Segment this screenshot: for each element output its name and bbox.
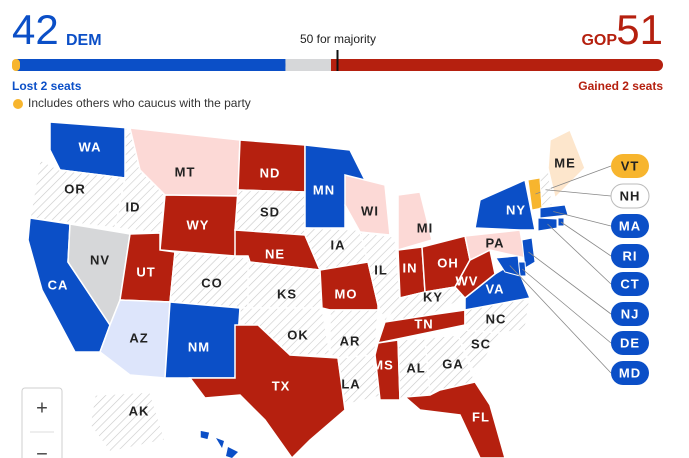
state-label: NC	[486, 311, 507, 326]
state-label: FL	[472, 409, 490, 424]
state-label: AL	[406, 360, 425, 375]
dem-change: Lost 2 seats	[12, 79, 82, 93]
state-label: OR	[64, 181, 86, 196]
callout-label: NH	[620, 188, 641, 203]
majority-label: 50 for majority	[300, 32, 376, 46]
state-label: MI	[417, 220, 433, 235]
callout-pill	[611, 244, 649, 268]
callout-leader	[553, 211, 612, 227]
callout-pill	[611, 272, 649, 296]
state-shape	[464, 229, 526, 262]
state-label: TN	[414, 316, 433, 331]
callout-label: CT	[620, 276, 639, 291]
state-label: MO	[335, 286, 358, 301]
state-label: MS	[372, 357, 394, 372]
state-shape	[199, 429, 211, 441]
map: WA OR CA NV ID MT WY UT CO AZ NM ND SD NE KS OK TX MN IA MO…	[27, 121, 650, 458]
callout-pill	[611, 302, 649, 326]
callout-pill	[611, 331, 649, 355]
callout-leader	[547, 223, 612, 285]
gop-label: GOP	[581, 32, 617, 49]
callout-leader	[545, 189, 612, 197]
state-shape	[474, 178, 536, 231]
zoom-control: + −	[21, 387, 63, 458]
callout-pill	[611, 361, 649, 385]
callout-leader	[521, 268, 612, 344]
state-label: WI	[361, 203, 379, 218]
callout-pill	[610, 183, 650, 209]
state-label: NM	[188, 339, 210, 354]
state-label: GA	[442, 356, 464, 371]
callout-leader	[509, 265, 612, 374]
callout-pill	[611, 154, 649, 178]
callout-label: MA	[619, 218, 641, 233]
callout-pill	[611, 214, 649, 238]
state-label: IA	[331, 237, 346, 252]
state-label: ID	[126, 199, 141, 214]
state-label: UT	[136, 264, 155, 279]
state-shape	[188, 324, 346, 458]
zoom-box	[21, 387, 63, 458]
zoom-out[interactable]: −	[36, 443, 48, 458]
state-label: KS	[277, 286, 297, 301]
state-label: PA	[485, 235, 504, 250]
state-label: NY	[506, 202, 526, 217]
header: 42 DEM 51 GOP 50 for majority Lost 2 sea…	[12, 6, 663, 110]
state-label: CA	[48, 277, 69, 292]
state-label: TX	[272, 378, 291, 393]
state-label: SC	[471, 336, 491, 351]
state-label: SD	[260, 204, 280, 219]
others-cap	[12, 59, 20, 71]
state-label: VA	[485, 281, 504, 296]
state-shape	[226, 447, 238, 458]
callout-label: RI	[623, 248, 638, 263]
state-shape	[374, 339, 401, 401]
state-shape	[89, 391, 166, 453]
gop-change: Gained 2 seats	[578, 79, 663, 93]
state-label: WY	[187, 217, 210, 232]
legend-dot	[13, 99, 23, 109]
callout-label: MD	[619, 365, 641, 380]
state-label: AK	[129, 403, 150, 418]
state-label: KY	[423, 289, 443, 304]
callout-label: DE	[620, 335, 640, 350]
gop-bar-square	[330, 59, 657, 71]
callout-leader	[560, 221, 612, 257]
callout-label: NJ	[621, 306, 640, 321]
state-label: MN	[313, 182, 335, 197]
state-shape	[547, 128, 586, 200]
state-label: MT	[175, 164, 196, 179]
callout-leader	[528, 251, 612, 315]
state-label: NV	[90, 252, 110, 267]
state-label: ME	[554, 155, 576, 170]
callout-label: VT	[621, 158, 640, 173]
state-label: WV	[456, 273, 479, 288]
state-shape	[539, 166, 553, 209]
state-label: LA	[341, 376, 360, 391]
state-label: NE	[265, 246, 285, 261]
zoom-in[interactable]: +	[36, 397, 48, 419]
state-label: OH	[437, 255, 459, 270]
state-label: IL	[374, 262, 388, 277]
dem-label: DEM	[66, 32, 102, 49]
legend-note: Includes others who caucus with the part…	[28, 96, 251, 110]
state-label: CO	[201, 275, 223, 290]
state-label: OK	[287, 327, 309, 342]
state-label: HI	[206, 441, 221, 456]
state-label: ND	[260, 165, 281, 180]
state-shape	[397, 191, 433, 252]
state-label: AZ	[129, 330, 148, 345]
state-shape	[403, 381, 506, 458]
state-label: IN	[403, 260, 418, 275]
dem-seats: 42	[12, 6, 59, 53]
state-shape	[521, 237, 536, 269]
dem-bar-square	[18, 59, 286, 71]
state-label: AR	[340, 333, 361, 348]
state-label: WA	[79, 139, 102, 154]
state-shape	[216, 438, 224, 448]
gop-seats: 51	[616, 6, 663, 53]
